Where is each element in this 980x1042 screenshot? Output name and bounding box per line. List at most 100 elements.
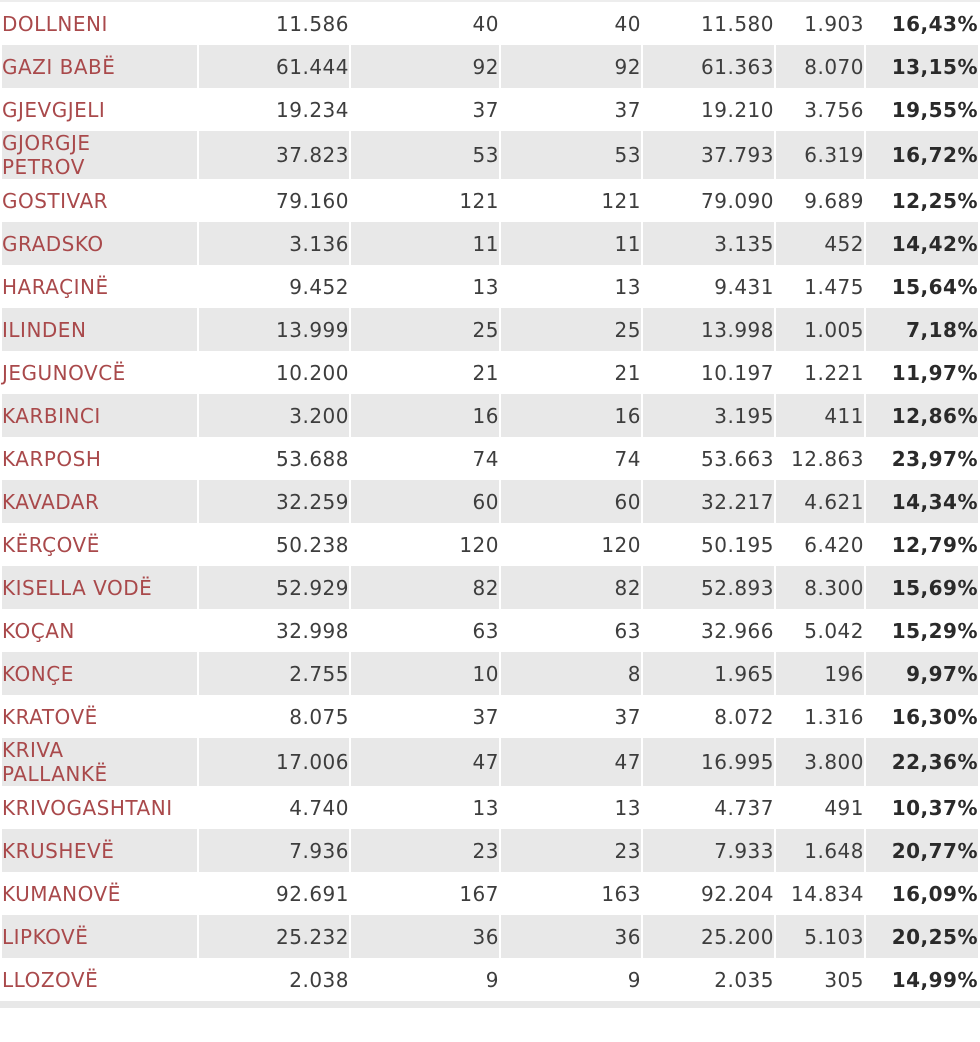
municipality-link[interactable]: KRATOVË xyxy=(2,704,98,729)
value-cell-4: 53.663 xyxy=(643,437,774,480)
municipality-cell: KRATOVË xyxy=(2,695,197,738)
value-cell-5: 1.005 xyxy=(776,308,864,351)
value-cell-2: 11 xyxy=(351,222,499,265)
municipality-cell: ILINDEN xyxy=(2,308,197,351)
table-row: LLOZOVË 2.038 9 9 2.035 305 14,99% xyxy=(2,958,978,1001)
municipality-link[interactable]: LLOZOVË xyxy=(2,967,99,992)
municipality-cell: GAZI BABË xyxy=(2,45,197,88)
municipality-link[interactable]: JEGUNOVCË xyxy=(2,360,126,385)
table-row: GJEVGJELI 19.234 37 37 19.210 3.756 19,5… xyxy=(2,88,978,131)
municipality-link[interactable]: KOÇAN xyxy=(2,618,75,643)
table-row: JEGUNOVCË 10.200 21 21 10.197 1.221 11,9… xyxy=(2,351,978,394)
percent-cell: 10,37% xyxy=(866,786,978,829)
municipality-link[interactable]: LIPKOVË xyxy=(2,924,89,949)
municipality-link[interactable]: KARBINCI xyxy=(2,403,101,428)
value-cell-1: 50.238 xyxy=(199,523,349,566)
percent-cell: 20,25% xyxy=(866,915,978,958)
value-cell-5: 5.103 xyxy=(776,915,864,958)
municipality-link[interactable]: KËRÇOVË xyxy=(2,532,100,557)
value-cell-3: 25 xyxy=(501,308,641,351)
municipality-link[interactable]: GRADSKO xyxy=(2,231,104,256)
value-cell-5: 6.420 xyxy=(776,523,864,566)
municipality-link[interactable]: HARAÇINË xyxy=(2,274,109,299)
table-row: KONÇE 2.755 10 8 1.965 196 9,97% xyxy=(2,652,978,695)
value-cell-1: 19.234 xyxy=(199,88,349,131)
value-cell-4: 3.135 xyxy=(643,222,774,265)
value-cell-3: 121 xyxy=(501,179,641,222)
municipality-link[interactable]: GOSTIVAR xyxy=(2,188,109,213)
value-cell-1: 9.452 xyxy=(199,265,349,308)
percent-cell: 14,42% xyxy=(866,222,978,265)
value-cell-4: 8.072 xyxy=(643,695,774,738)
municipality-cell: GJORGJE PETROV xyxy=(2,131,197,179)
value-cell-3: 120 xyxy=(501,523,641,566)
value-cell-4: 32.966 xyxy=(643,609,774,652)
value-cell-2: 121 xyxy=(351,179,499,222)
table-body: DOLLNENI 11.586 40 40 11.580 1.903 16,43… xyxy=(2,2,978,1001)
value-cell-5: 1.316 xyxy=(776,695,864,738)
value-cell-1: 2.038 xyxy=(199,958,349,1001)
value-cell-3: 9 xyxy=(501,958,641,1001)
value-cell-5: 411 xyxy=(776,394,864,437)
cut-off-row-bottom xyxy=(0,1001,980,1008)
value-cell-4: 11.580 xyxy=(643,2,774,45)
municipality-link[interactable]: KAVADAR xyxy=(2,489,100,514)
value-cell-1: 52.929 xyxy=(199,566,349,609)
value-cell-2: 63 xyxy=(351,609,499,652)
table-row: DOLLNENI 11.586 40 40 11.580 1.903 16,43… xyxy=(2,2,978,45)
municipality-link[interactable]: KRIVOGASHTANI xyxy=(2,795,173,820)
value-cell-2: 23 xyxy=(351,829,499,872)
value-cell-1: 37.823 xyxy=(199,131,349,179)
value-cell-4: 16.995 xyxy=(643,738,774,786)
value-cell-3: 60 xyxy=(501,480,641,523)
value-cell-2: 53 xyxy=(351,131,499,179)
value-cell-2: 21 xyxy=(351,351,499,394)
table-row: KUMANOVË 92.691 167 163 92.204 14.834 16… xyxy=(2,872,978,915)
percent-cell: 13,15% xyxy=(866,45,978,88)
value-cell-3: 23 xyxy=(501,829,641,872)
municipality-link[interactable]: KUMANOVË xyxy=(2,881,121,906)
value-cell-3: 21 xyxy=(501,351,641,394)
value-cell-5: 305 xyxy=(776,958,864,1001)
municipality-link[interactable]: GJEVGJELI xyxy=(2,97,106,122)
value-cell-5: 4.621 xyxy=(776,480,864,523)
value-cell-4: 79.090 xyxy=(643,179,774,222)
municipality-results-table: DOLLNENI 11.586 40 40 11.580 1.903 16,43… xyxy=(0,2,980,1001)
municipality-cell: KONÇE xyxy=(2,652,197,695)
value-cell-5: 1.648 xyxy=(776,829,864,872)
municipality-link[interactable]: KISELLA VODË xyxy=(2,575,153,600)
value-cell-5: 9.689 xyxy=(776,179,864,222)
value-cell-4: 92.204 xyxy=(643,872,774,915)
value-cell-3: 8 xyxy=(501,652,641,695)
percent-cell: 15,69% xyxy=(866,566,978,609)
value-cell-5: 3.800 xyxy=(776,738,864,786)
table-row: KRUSHEVË 7.936 23 23 7.933 1.648 20,77% xyxy=(2,829,978,872)
municipality-cell: JEGUNOVCË xyxy=(2,351,197,394)
municipality-link[interactable]: KONÇE xyxy=(2,661,74,686)
value-cell-1: 61.444 xyxy=(199,45,349,88)
percent-cell: 22,36% xyxy=(866,738,978,786)
value-cell-4: 32.217 xyxy=(643,480,774,523)
municipality-link[interactable]: DOLLNENI xyxy=(2,11,108,36)
municipality-link[interactable]: GJORGJE PETROV xyxy=(2,131,91,179)
value-cell-3: 53 xyxy=(501,131,641,179)
percent-cell: 16,72% xyxy=(866,131,978,179)
municipality-cell: KOÇAN xyxy=(2,609,197,652)
percent-cell: 16,43% xyxy=(866,2,978,45)
table-row: LIPKOVË 25.232 36 36 25.200 5.103 20,25% xyxy=(2,915,978,958)
value-cell-2: 16 xyxy=(351,394,499,437)
municipality-link[interactable]: KARPOSH xyxy=(2,446,102,471)
value-cell-3: 163 xyxy=(501,872,641,915)
municipality-link[interactable]: KRUSHEVË xyxy=(2,838,115,863)
value-cell-5: 8.300 xyxy=(776,566,864,609)
municipality-link[interactable]: GAZI BABË xyxy=(2,54,116,79)
value-cell-2: 13 xyxy=(351,786,499,829)
table-row: KOÇAN 32.998 63 63 32.966 5.042 15,29% xyxy=(2,609,978,652)
value-cell-2: 74 xyxy=(351,437,499,480)
table-row: KAVADAR 32.259 60 60 32.217 4.621 14,34% xyxy=(2,480,978,523)
municipality-link[interactable]: ILINDEN xyxy=(2,317,87,342)
municipality-link[interactable]: KRIVA PALLANKË xyxy=(2,738,108,786)
cut-off-row-top xyxy=(0,0,980,2)
percent-cell: 14,34% xyxy=(866,480,978,523)
value-cell-1: 25.232 xyxy=(199,915,349,958)
